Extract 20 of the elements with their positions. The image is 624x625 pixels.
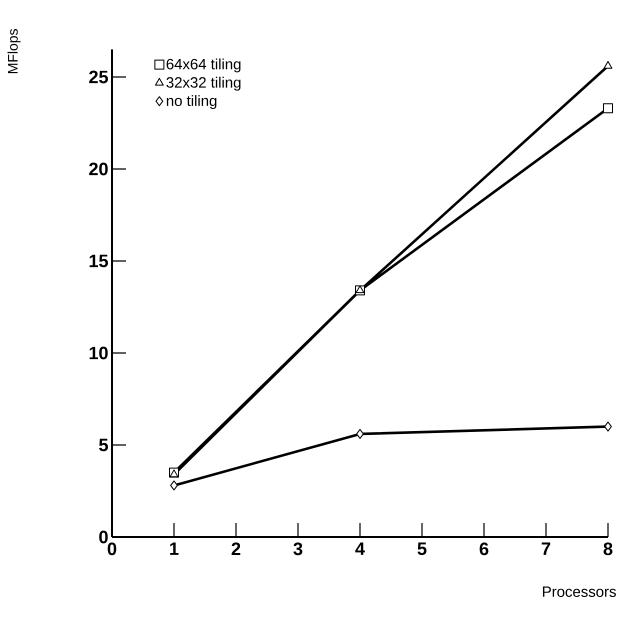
legend-label: no tiling xyxy=(166,95,216,109)
x-tick-label: 3 xyxy=(293,542,302,556)
x-tick-label: 5 xyxy=(418,542,426,556)
y-axis-title: MFlops xyxy=(8,29,21,74)
y-tick-label: 20 xyxy=(89,162,108,176)
x-tick-label: 1 xyxy=(170,542,178,555)
legend-label: 32x32 tiling xyxy=(166,76,240,91)
x-tick-label: 7 xyxy=(542,542,550,555)
x-tick-label: 6 xyxy=(480,542,488,556)
x-tick-label: 8 xyxy=(604,542,612,556)
y-tick-label: 15 xyxy=(90,254,108,268)
x-tick-label: 2 xyxy=(232,542,240,556)
x-axis-title: Processors xyxy=(542,586,616,597)
x-tick-label: 0 xyxy=(108,542,116,556)
x-tick-label: 4 xyxy=(355,542,365,555)
y-tick-label: 5 xyxy=(99,438,108,452)
y-tick-label: 10 xyxy=(90,346,108,360)
y-tick-label: 25 xyxy=(89,70,108,84)
legend-label: 64x64 tiling xyxy=(166,58,240,72)
y-tick-label: 0 xyxy=(99,530,108,544)
